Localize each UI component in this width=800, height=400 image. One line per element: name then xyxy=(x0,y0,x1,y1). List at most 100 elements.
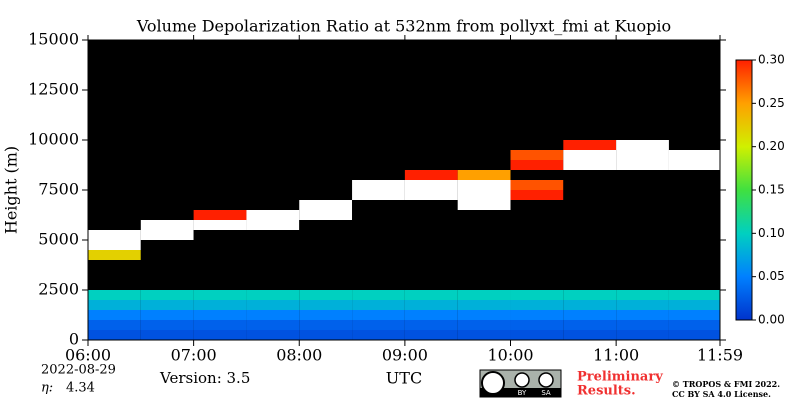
heatmap-cell xyxy=(193,120,247,130)
heatmap-cell xyxy=(457,70,511,80)
version: Version: 3.5 xyxy=(159,369,250,387)
heatmap-cell xyxy=(563,280,617,290)
heatmap-cell xyxy=(246,250,300,260)
heatmap-cell xyxy=(668,320,720,330)
heatmap-cell xyxy=(299,270,353,280)
heatmap-cell xyxy=(457,110,511,120)
heatmap-cell xyxy=(616,40,669,50)
heatmap-cell xyxy=(193,140,247,150)
heatmap-cell xyxy=(352,90,405,100)
heatmap-cell xyxy=(510,50,564,60)
heatmap-cell xyxy=(510,230,564,240)
heatmap-cell xyxy=(510,190,564,200)
y-axis-label: Height (m) xyxy=(2,146,21,234)
heatmap-cell xyxy=(616,270,669,280)
heatmap-cell xyxy=(299,190,353,200)
heatmap-cell xyxy=(352,230,405,240)
heatmap-cell xyxy=(510,210,564,220)
heatmap-cell xyxy=(404,290,458,300)
heatmap-cell xyxy=(140,140,194,150)
heatmap-cell xyxy=(140,240,194,250)
heatmap-cell xyxy=(246,110,300,120)
heatmap-cell xyxy=(668,310,720,320)
heatmap-cell xyxy=(352,110,405,120)
sa-icon xyxy=(538,372,554,388)
heatmap-cell xyxy=(668,170,720,180)
heatmap-cell xyxy=(352,130,405,140)
heatmap-cell xyxy=(299,70,353,80)
heatmap-cell xyxy=(457,90,511,100)
heatmap-cell xyxy=(510,150,564,160)
heatmap-cell xyxy=(616,140,669,150)
heatmap-cell xyxy=(457,40,511,50)
heatmap-cell xyxy=(352,120,405,130)
heatmap-cell xyxy=(193,100,247,110)
heatmap-cell xyxy=(404,160,458,170)
heatmap-cell xyxy=(352,100,405,110)
heatmap-cell xyxy=(299,220,353,230)
heatmap-cell xyxy=(140,100,194,110)
heatmap-cell xyxy=(352,280,405,290)
heatmap-cell xyxy=(616,250,669,260)
heatmap-cell xyxy=(510,80,564,90)
heatmap-cell xyxy=(299,110,353,120)
heatmap-cell xyxy=(193,300,247,310)
heatmap-cell xyxy=(457,260,511,270)
heatmap-cell xyxy=(352,240,405,250)
heatmap-cell xyxy=(246,50,300,60)
heatmap-cell xyxy=(88,260,141,270)
x-tick-label: 06:00 xyxy=(65,346,111,365)
heatmap-cell xyxy=(246,160,300,170)
heatmap-cell xyxy=(88,80,141,90)
heatmap-cell xyxy=(510,170,564,180)
heatmap-cell xyxy=(88,330,141,340)
colorbar-tick-label: 0.10 xyxy=(758,226,785,240)
heatmap-cell xyxy=(140,320,194,330)
heatmap-cell xyxy=(668,160,720,170)
heatmap-cell xyxy=(246,40,300,50)
heatmap-cell xyxy=(193,260,247,270)
heatmap-cell xyxy=(510,90,564,100)
heatmap-cell xyxy=(88,230,141,240)
heatmap-cell xyxy=(352,220,405,230)
heatmap-cell xyxy=(563,170,617,180)
heatmap-cell xyxy=(668,250,720,260)
heatmap-cell xyxy=(510,270,564,280)
heatmap-cell xyxy=(563,220,617,230)
heatmap-cell xyxy=(193,290,247,300)
heatmap-cell xyxy=(510,200,564,210)
heatmap-cell xyxy=(668,130,720,140)
heatmap-cell xyxy=(88,170,141,180)
badge-sa: SA xyxy=(541,389,551,397)
heatmap-cell xyxy=(140,200,194,210)
heatmap-cell xyxy=(246,300,300,310)
heatmap-cell xyxy=(563,180,617,190)
heatmap-cell xyxy=(404,100,458,110)
heatmap-cell xyxy=(299,240,353,250)
heatmap-cell xyxy=(352,40,405,50)
heatmap-cell xyxy=(404,110,458,120)
colorbar-tick-label: 0.05 xyxy=(758,269,785,283)
heatmap-cell xyxy=(140,250,194,260)
heatmap-cell xyxy=(616,300,669,310)
heatmap-cell xyxy=(299,140,353,150)
heatmap-cell xyxy=(246,230,300,240)
heatmap-cell xyxy=(457,50,511,60)
heatmap-cell xyxy=(193,320,247,330)
heatmap-cell xyxy=(352,310,405,320)
heatmap-cell xyxy=(616,70,669,80)
license-badge: BY SA xyxy=(479,369,562,398)
heatmap-cell xyxy=(299,330,353,340)
heatmap-cell xyxy=(88,220,141,230)
heatmap-cell xyxy=(563,140,617,150)
heatmap-cell xyxy=(563,100,617,110)
colorbar-tick-label: 0.00 xyxy=(758,313,785,327)
heatmap-cell xyxy=(299,280,353,290)
heatmap-cell xyxy=(404,130,458,140)
heatmap-cell xyxy=(616,210,669,220)
heatmap-cell xyxy=(140,40,194,50)
heatmap-cell xyxy=(140,60,194,70)
heatmap-cell xyxy=(510,260,564,270)
heatmap-cell xyxy=(246,260,300,270)
